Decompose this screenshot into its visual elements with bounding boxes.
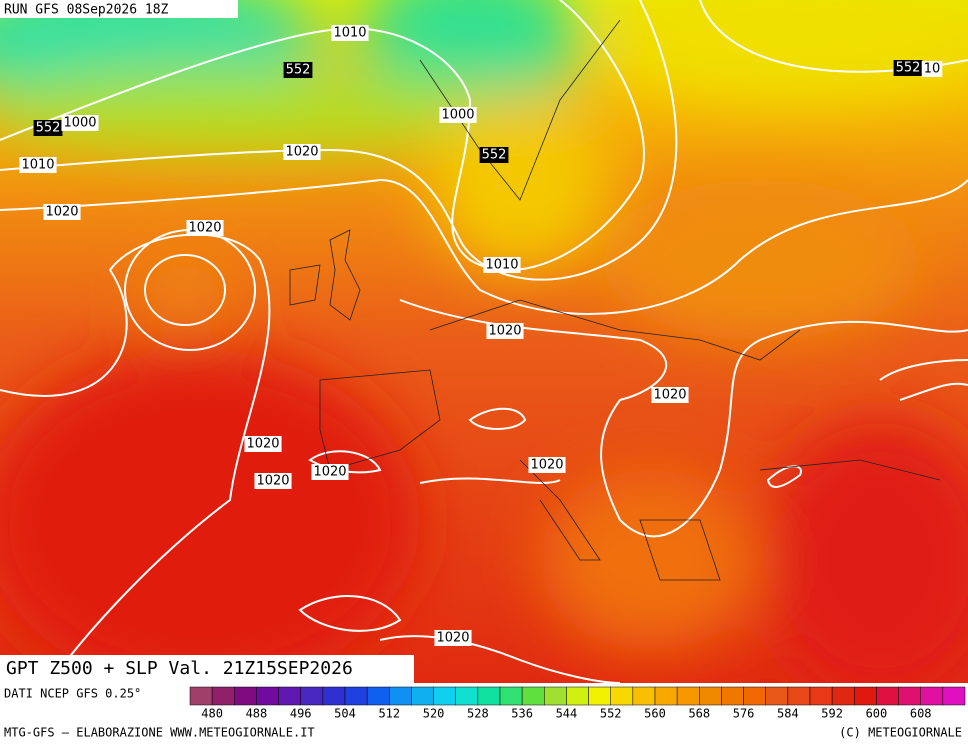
colorbar-swatch	[831, 686, 855, 706]
colorbar-swatch	[676, 686, 700, 706]
contour-label: 1020	[488, 324, 521, 339]
colorbar-swatch	[300, 686, 324, 706]
colorbar-swatch	[234, 686, 257, 706]
colorbar-swatch	[322, 686, 346, 706]
contour-label: 1020	[653, 388, 686, 403]
contour-label: 1020	[285, 145, 318, 160]
contour-label: 1020	[246, 437, 279, 452]
colorbar-label: 528	[467, 707, 489, 721]
contour-label: 1010	[485, 258, 518, 273]
colorbar-label: 600	[866, 707, 888, 721]
contour-label: 552	[896, 61, 921, 76]
contour-label: 1000	[441, 108, 474, 123]
coastlines	[289, 19, 941, 581]
colorbar-swatch	[189, 686, 213, 706]
colorbar-swatch	[499, 686, 523, 706]
contour-label: 1020	[188, 221, 221, 236]
colorbar-label: 488	[246, 707, 268, 721]
map-title: GPT Z500 + SLP Val. 21Z15SEP2026	[6, 658, 353, 679]
colorbar-swatch	[942, 686, 966, 706]
contour-label: 552	[482, 148, 507, 163]
colorbar-swatch	[920, 686, 944, 706]
colorbar-label: 496	[290, 707, 312, 721]
run-label: RUN GFS 08Sep2026 18Z	[4, 3, 169, 18]
colorbar-label: 536	[511, 707, 533, 721]
contour-label: 1010	[21, 158, 54, 173]
colorbar-swatch	[477, 686, 501, 706]
isobars	[0, 0, 968, 683]
data-source: DATI NCEP GFS 0.25°	[4, 687, 141, 701]
colorbar-swatch	[743, 686, 766, 706]
colorbar-swatch	[278, 686, 301, 706]
contour-label: 552	[36, 121, 61, 136]
contour-label: 1020	[313, 465, 346, 480]
colorbar-swatch	[411, 686, 434, 706]
colorbar-swatch	[699, 686, 722, 706]
colorbar-swatch	[787, 686, 811, 706]
contour-label: 1010	[333, 26, 366, 41]
colorbar-label: 592	[821, 707, 843, 721]
colorbar-swatch	[765, 686, 789, 706]
colorbar-swatch	[389, 686, 412, 706]
colorbar-swatch	[455, 686, 479, 706]
colorbar-swatch	[809, 686, 833, 706]
contour-label: 1020	[256, 474, 289, 489]
colorbar-label: 504	[334, 707, 356, 721]
contour-label: 1000	[63, 116, 96, 131]
colorbar-swatch	[256, 686, 279, 706]
colorbar-label: 568	[688, 707, 710, 721]
colorbar-swatch	[344, 686, 368, 706]
colorbar-swatch	[854, 686, 877, 706]
colorbar-swatch	[632, 686, 656, 706]
colorbar-swatch	[654, 686, 678, 706]
colorbar-swatch	[521, 686, 545, 706]
contour-label: 552	[286, 63, 311, 78]
colorbar-label: 544	[556, 707, 578, 721]
colorbar-label: 480	[201, 707, 223, 721]
colorbar: 480 488 496 504 512 520 528 536 544 552 560 568 576 5…	[189, 686, 966, 721]
contour-label: 1020	[436, 631, 469, 646]
colorbar-swatch	[588, 686, 611, 706]
colorbar-swatch	[566, 686, 589, 706]
colorbar-label: 520	[423, 707, 445, 721]
credit: MTG-GFS — ELABORAZIONE WWW.METEOGIORNALE…	[4, 726, 315, 740]
colorbar-label: 560	[644, 707, 666, 721]
colorbar-swatch	[544, 686, 567, 706]
colorbar-swatch	[610, 686, 634, 706]
colorbar-label: 608	[910, 707, 932, 721]
colorbar-swatch	[876, 686, 899, 706]
contour-label: 1020	[530, 458, 563, 473]
colorbar-label: 576	[733, 707, 755, 721]
colorbar-swatch	[366, 686, 390, 706]
colorbar-label: 512	[378, 707, 400, 721]
colorbar-label: 584	[777, 707, 799, 721]
colorbar-label: 552	[600, 707, 622, 721]
colorbar-swatch	[898, 686, 921, 706]
contour-label: 1020	[45, 205, 78, 220]
colorbar-swatch	[433, 686, 456, 706]
colorbar-swatch	[211, 686, 235, 706]
contour-label: 10	[924, 62, 941, 77]
colorbar-swatch	[721, 686, 744, 706]
copyright: (C) METEOGIORNALE	[839, 726, 962, 740]
